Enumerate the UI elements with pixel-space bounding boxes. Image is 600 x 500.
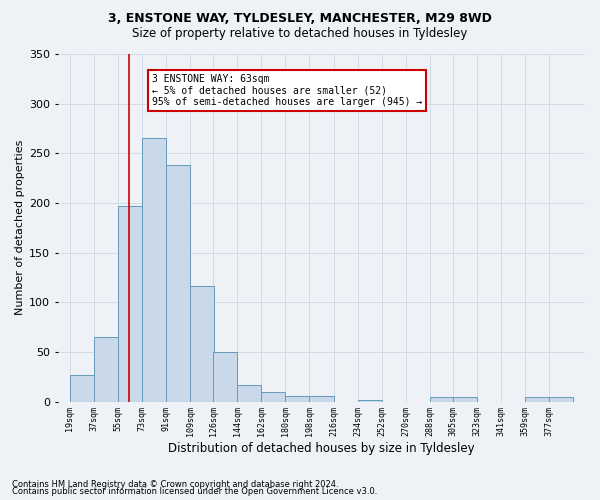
- Bar: [549, 396, 573, 402]
- Bar: [452, 396, 476, 402]
- Bar: [142, 138, 166, 402]
- Text: Size of property relative to detached houses in Tyldesley: Size of property relative to detached ho…: [133, 28, 467, 40]
- Bar: [310, 396, 334, 402]
- Bar: [286, 396, 310, 402]
- Y-axis label: Number of detached properties: Number of detached properties: [15, 140, 25, 316]
- Bar: [213, 352, 237, 402]
- Text: Contains HM Land Registry data © Crown copyright and database right 2024.: Contains HM Land Registry data © Crown c…: [12, 480, 338, 489]
- Text: 3 ENSTONE WAY: 63sqm
← 5% of detached houses are smaller (52)
95% of semi-detach: 3 ENSTONE WAY: 63sqm ← 5% of detached ho…: [152, 74, 422, 107]
- Text: Contains public sector information licensed under the Open Government Licence v3: Contains public sector information licen…: [12, 487, 377, 496]
- Bar: [237, 384, 261, 402]
- Bar: [430, 396, 454, 402]
- Bar: [358, 400, 382, 402]
- Bar: [166, 165, 190, 402]
- Bar: [118, 206, 142, 402]
- Bar: [94, 337, 118, 402]
- Text: 3, ENSTONE WAY, TYLDESLEY, MANCHESTER, M29 8WD: 3, ENSTONE WAY, TYLDESLEY, MANCHESTER, M…: [108, 12, 492, 26]
- X-axis label: Distribution of detached houses by size in Tyldesley: Distribution of detached houses by size …: [168, 442, 475, 455]
- Bar: [70, 375, 94, 402]
- Bar: [525, 396, 549, 402]
- Bar: [190, 286, 214, 402]
- Bar: [261, 392, 286, 402]
